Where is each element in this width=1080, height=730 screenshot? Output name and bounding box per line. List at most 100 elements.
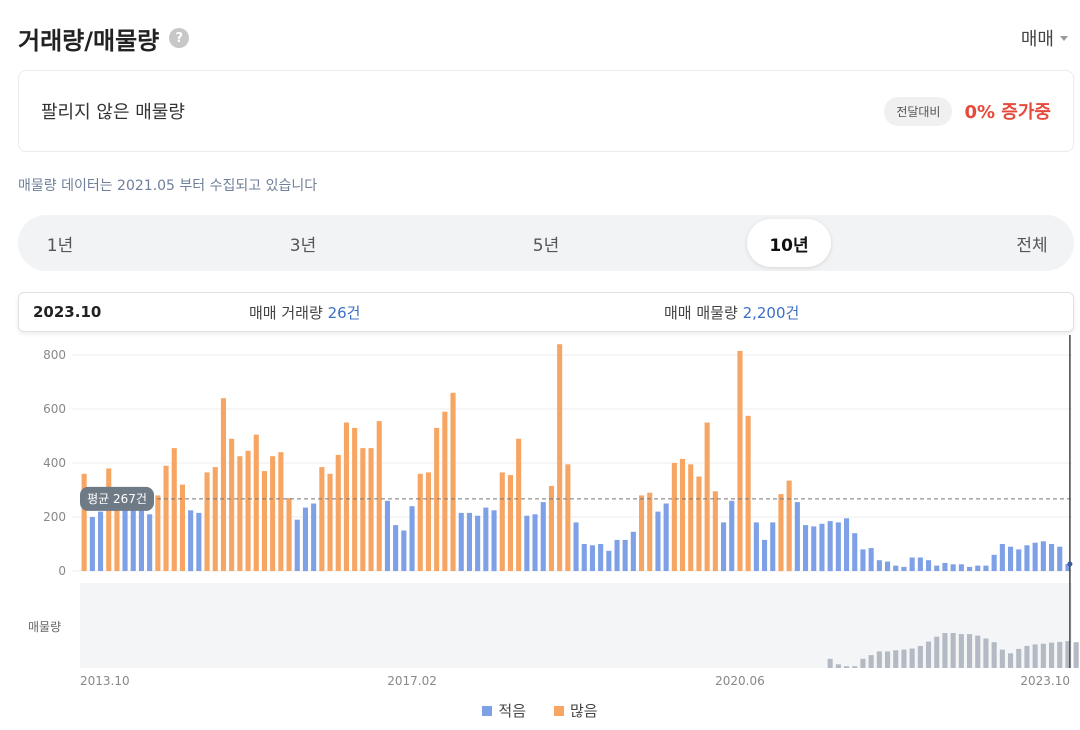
volume-bar	[507, 475, 513, 571]
listing-bar	[835, 664, 841, 668]
volume-bar	[499, 472, 505, 571]
volume-bar	[327, 473, 333, 571]
volume-bar	[1016, 549, 1022, 571]
volume-bar	[1057, 546, 1063, 571]
selected-point-info: 2023.10 매매 거래량 26건 매매 매물량 2,200건	[18, 292, 1074, 332]
volume-bar	[999, 544, 1005, 571]
volume-bar	[573, 522, 579, 571]
volume-bar	[598, 544, 604, 571]
volume-bar	[811, 526, 817, 571]
transaction-type-label: 매매	[1020, 29, 1054, 50]
y-tick-label: 600	[43, 402, 66, 416]
volume-bar	[278, 452, 284, 571]
listing-volume-value: 2,200건	[742, 303, 800, 322]
help-icon[interactable]: ?	[169, 28, 190, 48]
trade-volume-value: 26건	[327, 303, 361, 322]
listing-bar	[901, 649, 907, 668]
x-tick-label: 2023.10	[1020, 674, 1070, 688]
listing-bar	[1040, 643, 1046, 668]
listing-bar	[844, 666, 850, 668]
volume-bar	[950, 564, 956, 572]
period-tab-all[interactable]: 전체	[1016, 235, 1048, 256]
volume-bar	[253, 434, 259, 571]
trade-volume-info: 매매 거래량 26건	[249, 302, 360, 323]
volume-bar	[368, 448, 374, 571]
volume-bar	[704, 422, 710, 571]
listing-bar	[950, 633, 956, 668]
volume-bar	[89, 517, 95, 571]
volume-bar	[450, 392, 456, 571]
volume-bar	[548, 485, 554, 571]
listing-bar	[942, 633, 948, 668]
volume-bar	[680, 458, 686, 571]
listing-bar	[1008, 653, 1014, 668]
volume-bar	[393, 525, 399, 571]
volume-bar	[491, 510, 497, 572]
volume-bar	[639, 495, 645, 571]
volume-bar	[917, 557, 923, 571]
volume-bar	[721, 522, 727, 571]
volume-bar	[581, 544, 587, 571]
volume-bar	[688, 464, 694, 571]
volume-bar	[852, 533, 858, 571]
volume-bar	[417, 473, 423, 571]
period-tab-10y[interactable]: 10년	[747, 219, 831, 267]
volume-bar	[737, 350, 743, 571]
legend-swatch-high	[554, 705, 564, 716]
volume-bar	[893, 565, 899, 571]
volume-bar	[655, 511, 661, 571]
volume-bar	[261, 471, 267, 571]
period-tab-5y[interactable]: 5년	[532, 235, 560, 256]
listing-bar	[1073, 642, 1079, 668]
listing-panel-bg	[80, 583, 1072, 668]
volume-bar	[106, 468, 112, 571]
volume-bar	[557, 344, 563, 571]
volume-bar	[614, 539, 620, 571]
volume-bar	[98, 511, 104, 571]
volume-bar	[868, 548, 874, 572]
volume-bar	[138, 506, 144, 571]
volume-bar	[163, 465, 169, 571]
listing-bar	[1032, 644, 1038, 668]
transaction-type-select[interactable]: 매매	[1021, 25, 1068, 51]
listing-bar	[860, 658, 866, 668]
listing-axis-label: 매물량	[28, 620, 61, 634]
listing-bar	[852, 666, 858, 668]
y-tick-label: 0	[58, 564, 66, 578]
volume-bar	[237, 456, 243, 571]
volume-bar	[1065, 564, 1071, 571]
listing-bar	[868, 655, 874, 668]
listing-bar	[876, 651, 882, 668]
listing-bar	[885, 651, 891, 668]
volume-bar	[876, 560, 882, 571]
volume-bar	[229, 438, 235, 571]
volume-bar	[909, 557, 915, 571]
volume-bar	[1049, 544, 1055, 571]
volume-bar	[516, 438, 522, 571]
period-tab-3y[interactable]: 3년	[289, 235, 317, 256]
volume-bar	[81, 473, 87, 571]
volume-bar	[794, 502, 800, 571]
volume-bar	[352, 427, 358, 571]
volume-bar	[942, 562, 948, 571]
volume-bar	[1032, 542, 1038, 572]
compare-badge: 전달대비	[884, 96, 953, 126]
legend-label-high: 많음	[570, 702, 598, 720]
volume-bar	[122, 503, 128, 571]
volume-bar	[171, 448, 177, 571]
volume-bar	[622, 539, 628, 571]
volume-bar	[196, 512, 202, 571]
volume-bar	[532, 514, 538, 571]
listing-bar	[1065, 641, 1071, 668]
volume-bar	[696, 476, 702, 571]
period-tab-1y[interactable]: 1년	[46, 235, 74, 256]
volume-bar	[442, 411, 448, 571]
x-tick-label: 2017.02	[387, 674, 437, 688]
volume-chart[interactable]: 0 200 400 600 800 매물량 평균 267건 2013.10 2017.02 202…	[0, 335, 1080, 695]
y-tick-label: 800	[43, 348, 66, 362]
volume-bar	[745, 415, 751, 572]
volume-bar	[835, 522, 841, 571]
volume-bar	[803, 525, 809, 571]
volume-bar	[983, 565, 989, 571]
volume-bar	[540, 502, 546, 571]
